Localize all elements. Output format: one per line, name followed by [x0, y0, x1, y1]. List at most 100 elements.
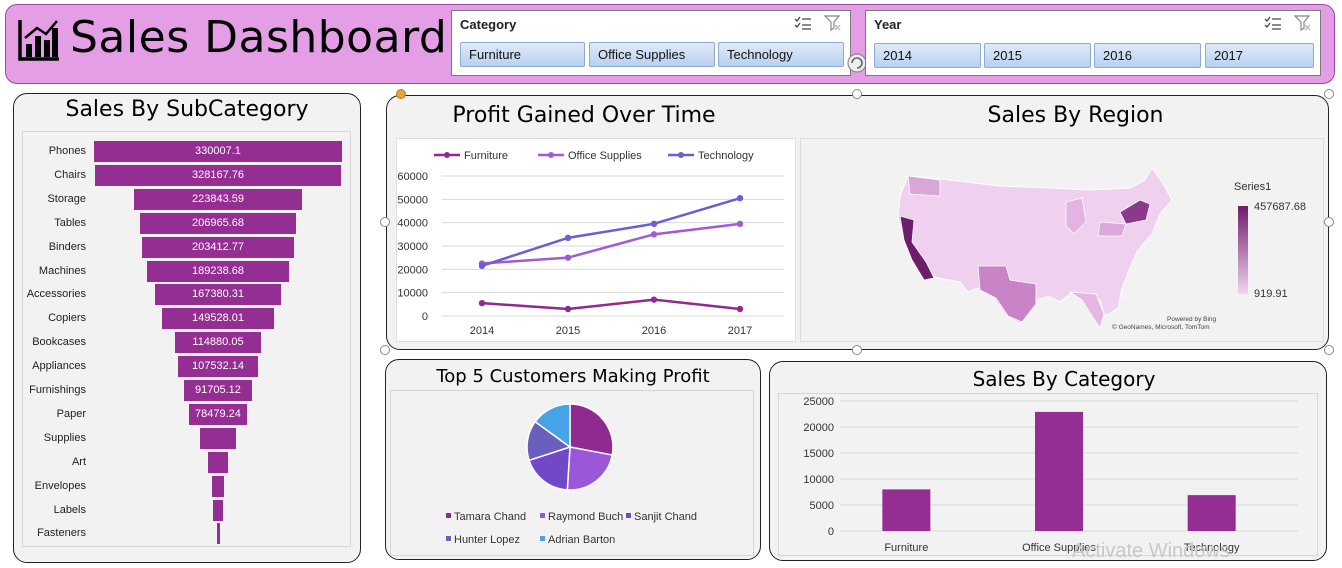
selection-handle[interactable] — [1324, 89, 1334, 99]
pie-slice — [534, 403, 571, 449]
clear-filter-icon[interactable] — [1294, 15, 1312, 31]
region-title: Sales By Region — [987, 103, 1164, 128]
category-x-tick-label: Office Supplies — [1022, 542, 1096, 554]
subcategory-label: Binders — [48, 240, 86, 253]
map-legend-title: Series1 — [1234, 181, 1272, 193]
subcategory-bar — [207, 451, 229, 473]
data-point — [564, 234, 572, 242]
subcategory-label: Labels — [53, 503, 86, 516]
year-2016-button[interactable]: 2016 — [1094, 43, 1201, 68]
subcategory-title: Sales By SubCategory — [65, 97, 309, 122]
data-point — [650, 231, 658, 238]
subcategory-bar: 330007.1 — [94, 141, 342, 162]
pie-legend-label: Sanjit Chand — [634, 511, 697, 523]
map-max-label: 457687.68 — [1254, 201, 1306, 213]
category-y-tick-label: 20000 — [803, 422, 834, 434]
category-bar — [1035, 411, 1083, 531]
subcategory-label: Bookcases — [32, 336, 86, 349]
legend-marker — [678, 152, 684, 158]
data-point — [564, 254, 572, 261]
subcategory-bar: 114880.05 — [174, 332, 262, 354]
selection-handle[interactable] — [1324, 217, 1334, 227]
subcategory-label: Phones — [48, 145, 86, 157]
data-point — [478, 262, 486, 270]
category-y-tick-label: 25000 — [803, 396, 834, 408]
profit-y-tick-label: 60000 — [397, 171, 428, 183]
category-y-tick-label: 5000 — [810, 500, 834, 512]
subcategory-bar: 167380.31 — [155, 284, 281, 306]
map-color-scale — [1238, 206, 1248, 294]
subcategory-bar: 149528.01 — [161, 308, 275, 330]
multi-select-icon[interactable] — [1264, 15, 1282, 31]
customers-pie-chart: Tamara Chand Raymond Buch Sanjit Chand Hunt… — [446, 403, 697, 546]
profit-y-tick-label: 10000 — [397, 288, 428, 300]
dashboard-title: Sales Dashboard — [70, 12, 448, 63]
category-y-tick-label: 10000 — [803, 474, 834, 486]
data-point — [736, 220, 744, 228]
series-line-office-supplies — [481, 222, 741, 265]
pie-slice — [566, 446, 614, 491]
profit-y-tick-label: 40000 — [397, 218, 428, 230]
pie-slice — [569, 403, 614, 456]
data-point — [736, 194, 744, 202]
data-point — [650, 296, 658, 303]
year-2017-button[interactable]: 2017 — [1205, 43, 1314, 68]
data-point — [650, 220, 658, 228]
year-slicer: Year 2014 2015 2016 2017 — [865, 10, 1321, 76]
year-2014-button[interactable]: 2014 — [874, 43, 981, 68]
selection-handle[interactable] — [852, 345, 862, 355]
category-y-tick-label: 15000 — [803, 448, 834, 460]
subcategory-label: Art — [71, 455, 86, 468]
selection-handle[interactable] — [380, 217, 390, 227]
subcategory-label: Appliances — [32, 360, 86, 373]
legend-marker — [548, 152, 554, 158]
legend-label: Office Supplies — [568, 150, 642, 162]
pie-legend-swatch — [540, 513, 545, 518]
category-y-tick-label: 0 — [828, 526, 834, 538]
profit-x-tick-label: 2017 — [728, 325, 752, 337]
legend-marker — [444, 152, 450, 158]
us-map — [897, 167, 1173, 329]
series-line-furniture — [481, 298, 741, 311]
subcategory-label: Copiers — [48, 312, 86, 325]
subcategory-label: Machines — [38, 264, 86, 277]
category-technology-button[interactable]: Technology — [718, 42, 844, 67]
subcategory-bar — [211, 475, 225, 497]
multi-select-icon[interactable] — [794, 15, 812, 31]
subcategory-bar: 328167.76 — [94, 164, 342, 186]
category-slicer: Category Furniture Office Supplies Techn… — [451, 10, 851, 76]
year-2015-button[interactable]: 2015 — [984, 43, 1091, 68]
map-credit-bing: Powered by Bing — [1167, 316, 1217, 323]
pie-legend-swatch — [446, 513, 451, 518]
category-x-tick-label: Furniture — [884, 542, 928, 554]
subcategory-bar — [216, 523, 220, 545]
selection-handle[interactable] — [1324, 345, 1334, 355]
category-x-tick-label: Technology — [1184, 542, 1240, 554]
data-point — [478, 299, 486, 307]
subcategory-label: Supplies — [43, 431, 86, 444]
subcategory-label: Furnishings — [29, 384, 86, 396]
clear-filter-icon[interactable] — [824, 15, 842, 31]
category-furniture-button[interactable]: Furniture — [460, 42, 585, 67]
selection-handle[interactable] — [380, 345, 390, 355]
category-office-supplies-button[interactable]: Office Supplies — [589, 42, 715, 67]
subcategory-bar: 107532.14 — [177, 356, 259, 378]
subcategory-bar: 78479.24 — [188, 403, 248, 425]
profit-title: Profit Gained Over Time — [452, 103, 716, 128]
profit-y-tick-label: 20000 — [397, 264, 428, 276]
profit-line-chart: 60000 50000 40000 30000 20000 10000 0 2014 2015 2… — [397, 150, 784, 337]
selection-handle[interactable] — [396, 89, 406, 99]
subcategory-bar: 223843.59 — [133, 188, 303, 210]
subcategory-label: Chairs — [54, 168, 86, 181]
customers-title: Top 5 Customers Making Profit — [436, 366, 710, 387]
subcategory-label: Paper — [56, 407, 86, 420]
legend-label: Furniture — [464, 150, 508, 162]
profit-x-tick-label: 2014 — [470, 325, 494, 337]
pie-legend-label: Hunter Lopez — [454, 534, 520, 546]
category-title: Sales By Category — [972, 367, 1156, 391]
activate-windows-watermark: Activate Windows — [1072, 540, 1230, 562]
profit-x-tick-label: 2016 — [642, 325, 666, 337]
profit-y-tick-label: 0 — [422, 311, 428, 323]
map-credit-geonames: © GeoNames, Microsoft, TomTom — [1112, 324, 1210, 331]
selection-handle[interactable] — [852, 89, 862, 99]
